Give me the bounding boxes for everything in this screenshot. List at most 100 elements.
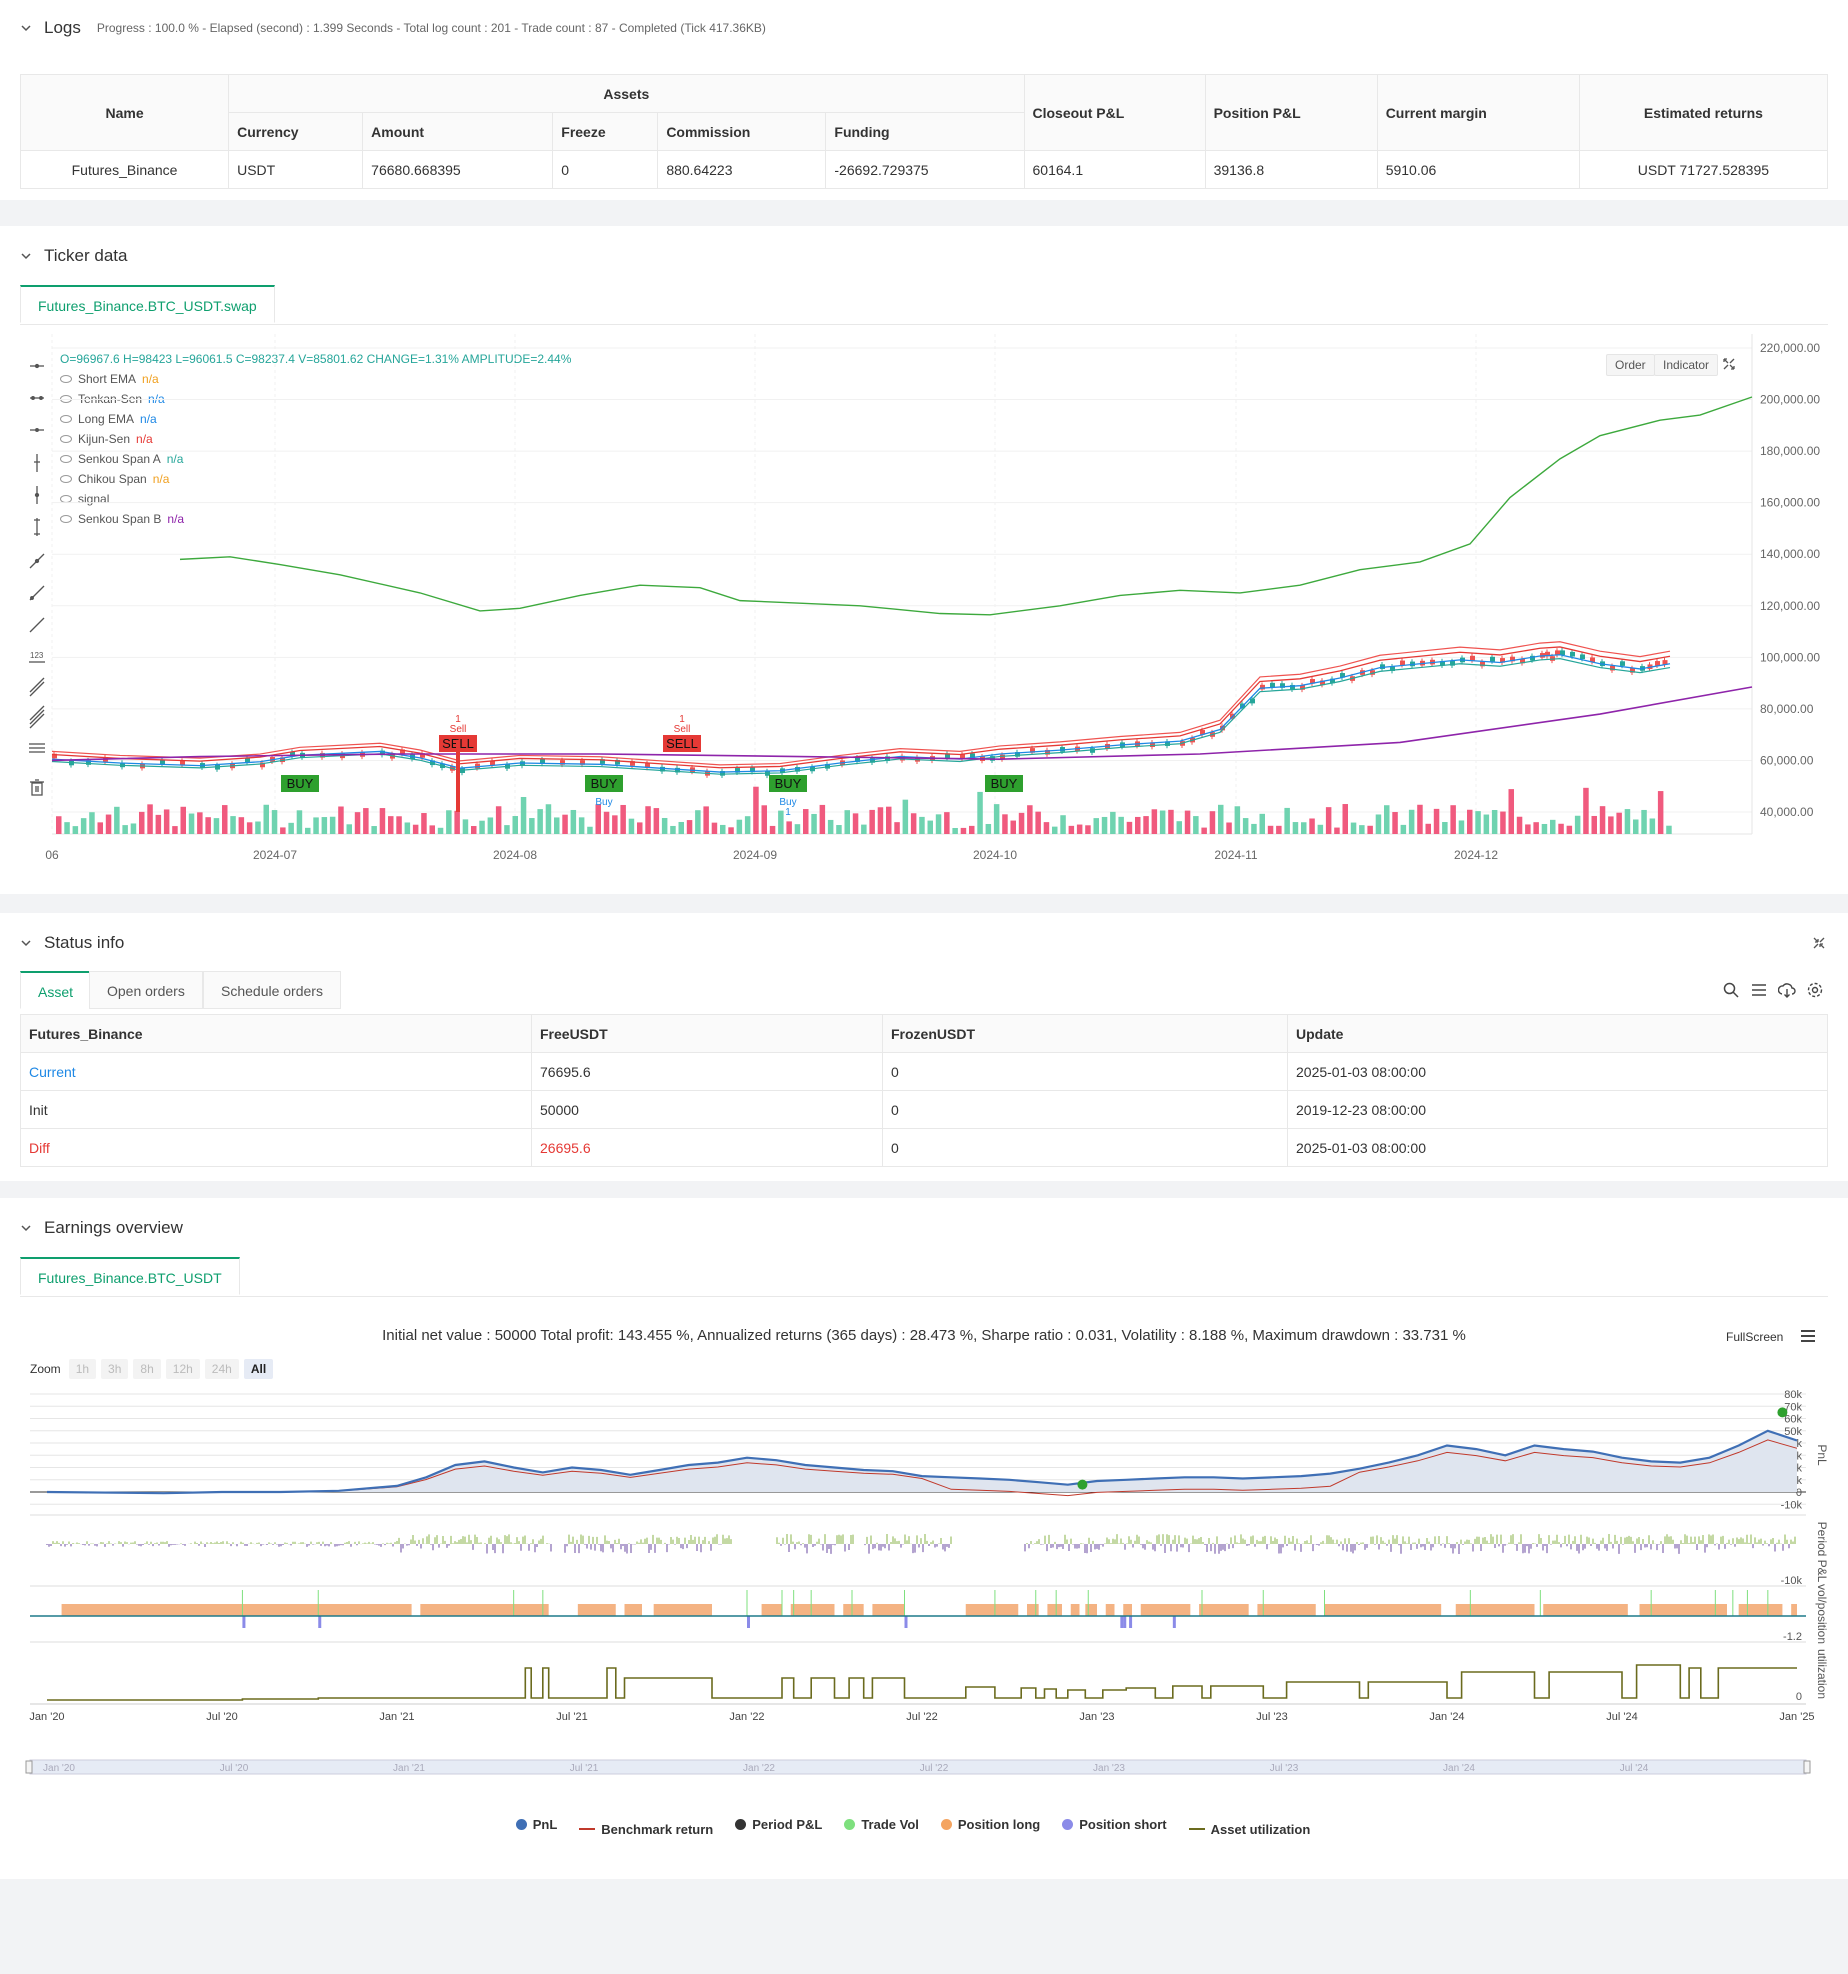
x-tick-label: Jul '23 <box>1256 1711 1287 1723</box>
eye-icon[interactable] <box>60 435 72 443</box>
volume-bar <box>786 821 792 834</box>
row-label[interactable]: Current <box>20 1052 532 1091</box>
col-update: Update <box>1287 1014 1828 1053</box>
position-long-bar <box>1639 1604 1727 1616</box>
candle-body <box>1530 655 1535 661</box>
candle-body <box>540 759 545 764</box>
fullscreen-button[interactable]: FullScreen <box>1726 1330 1784 1344</box>
eye-icon[interactable] <box>60 375 72 383</box>
logs-title: Logs <box>44 18 81 37</box>
candle-body <box>490 760 495 766</box>
volume-bar <box>678 821 684 834</box>
earnings-header[interactable]: Earnings overview <box>20 1218 183 1238</box>
legend-item[interactable]: Trade Vol <box>844 1817 919 1832</box>
tab-ticker-symbol[interactable]: Futures_Binance.BTC_USDT.swap <box>20 285 275 323</box>
chevron-down-icon[interactable] <box>20 250 32 262</box>
trash-icon[interactable] <box>27 777 47 797</box>
volume-bar <box>222 805 228 834</box>
candle-body <box>1570 651 1575 657</box>
legend-item[interactable]: Period P&L <box>735 1817 822 1832</box>
legend-item[interactable]: Long EMA n/a <box>60 412 157 426</box>
candle-body <box>475 763 480 769</box>
navigator-handle-right <box>1803 1760 1811 1774</box>
zoom-1h[interactable]: 1h <box>68 1359 97 1379</box>
tab-asset[interactable]: Asset <box>20 971 92 1009</box>
drawing-tools-icon[interactable]: 123 <box>26 354 48 774</box>
volume-bar <box>354 812 361 834</box>
tab-schedule-orders[interactable]: Schedule orders <box>203 971 341 1009</box>
y-tick-label: 220,000.00 <box>1760 341 1820 355</box>
volume-bar <box>1641 809 1647 834</box>
price-chart[interactable]: 220,000.00200,000.00180,000.00160,000.00… <box>0 334 1848 894</box>
candle-body <box>245 758 250 763</box>
legend-item[interactable]: Position long <box>940 1817 1040 1832</box>
signal-note: Buy <box>595 797 612 808</box>
indicator-button[interactable]: Indicator <box>1654 354 1719 376</box>
candle-body <box>1470 655 1475 661</box>
status-toolbar <box>1722 981 1824 999</box>
cell-update: 2019-12-23 08:00:00 <box>1287 1090 1828 1129</box>
chevron-down-icon[interactable] <box>20 1222 32 1234</box>
cloud-download-icon[interactable] <box>1778 981 1796 999</box>
legend-item[interactable]: Senkou Span A n/a <box>60 452 183 466</box>
volume-bar <box>1591 815 1597 834</box>
volume-bar <box>412 824 419 834</box>
legend-name: Chikou Span <box>78 472 147 486</box>
zoom-3h[interactable]: 3h <box>101 1359 129 1379</box>
eye-icon[interactable] <box>60 455 72 463</box>
legend-item[interactable]: Kijun-Sen n/a <box>60 432 153 446</box>
volume-bar <box>919 816 925 834</box>
chevron-down-icon[interactable] <box>20 22 32 34</box>
candle-body <box>260 762 265 768</box>
volume-bar <box>346 824 352 834</box>
candle-body <box>1620 661 1625 666</box>
col-amount: Amount <box>362 112 554 151</box>
legend-item[interactable]: Asset utilization <box>1188 1822 1310 1837</box>
legend-item[interactable]: PnL <box>515 1817 557 1832</box>
volume-bar <box>1541 823 1548 834</box>
legend-item[interactable]: Benchmark return <box>579 1822 713 1837</box>
volume-bar <box>1525 824 1531 834</box>
position-long-bar <box>1105 1604 1115 1616</box>
position-long-bar <box>653 1604 712 1616</box>
candle-body <box>1290 684 1295 690</box>
zoom-8h[interactable]: 8h <box>133 1359 161 1379</box>
legend-item[interactable]: Senkou Span B n/a <box>60 512 184 526</box>
cell-free: 26695.6 <box>531 1128 883 1167</box>
candle-body <box>795 767 800 772</box>
expand-icon[interactable] <box>1722 357 1736 371</box>
eye-icon[interactable] <box>60 475 72 483</box>
collapse-icon[interactable] <box>1812 936 1826 950</box>
candle-body <box>1662 660 1668 665</box>
legend-item[interactable]: Position short <box>1062 1817 1167 1832</box>
tab-open-orders[interactable]: Open orders <box>89 971 203 1009</box>
legend-item[interactable]: Tenkan-Sen n/a <box>60 392 165 406</box>
gear-icon[interactable] <box>1806 981 1824 999</box>
zoom-12h[interactable]: 12h <box>165 1359 200 1379</box>
legend-item[interactable]: Chikou Span n/a <box>60 472 169 486</box>
tab-earnings-symbol[interactable]: Futures_Binance.BTC_USDT <box>20 1257 240 1295</box>
x-tick-label: 2024-08 <box>493 848 537 862</box>
zoom-24h[interactable]: 24h <box>204 1359 239 1379</box>
order-button[interactable]: Order <box>1606 354 1655 376</box>
chevron-down-icon[interactable] <box>20 937 32 949</box>
search-icon[interactable] <box>1722 981 1740 999</box>
y-tick-label: 0 <box>1796 1691 1802 1703</box>
eye-icon[interactable] <box>60 395 72 403</box>
earnings-chart[interactable]: 80k70k60k50k40k30k20k10k0-10k-10k-1.20Pn… <box>0 1384 1848 1974</box>
legend-item[interactable]: Short EMA n/a <box>60 372 159 386</box>
ticker-header[interactable]: Ticker data <box>20 246 127 266</box>
zoom-all[interactable]: All <box>243 1359 274 1379</box>
status-header[interactable]: Status info <box>20 933 124 953</box>
eye-icon[interactable] <box>60 515 72 523</box>
performance-summary: Initial net value : 50000 Total profit: … <box>382 1327 1466 1344</box>
logs-header[interactable]: Logs Progress : 100.0 % - Elapsed (secon… <box>20 18 766 38</box>
volume-bar <box>720 824 726 834</box>
eye-icon[interactable] <box>60 415 72 423</box>
y-tick-label: 0 <box>1796 1487 1802 1499</box>
menu-icon[interactable] <box>1800 1329 1816 1343</box>
candle-body <box>630 761 635 766</box>
volume-bar <box>205 817 211 834</box>
list-icon[interactable] <box>1750 981 1768 999</box>
volume-bar <box>1118 816 1124 834</box>
